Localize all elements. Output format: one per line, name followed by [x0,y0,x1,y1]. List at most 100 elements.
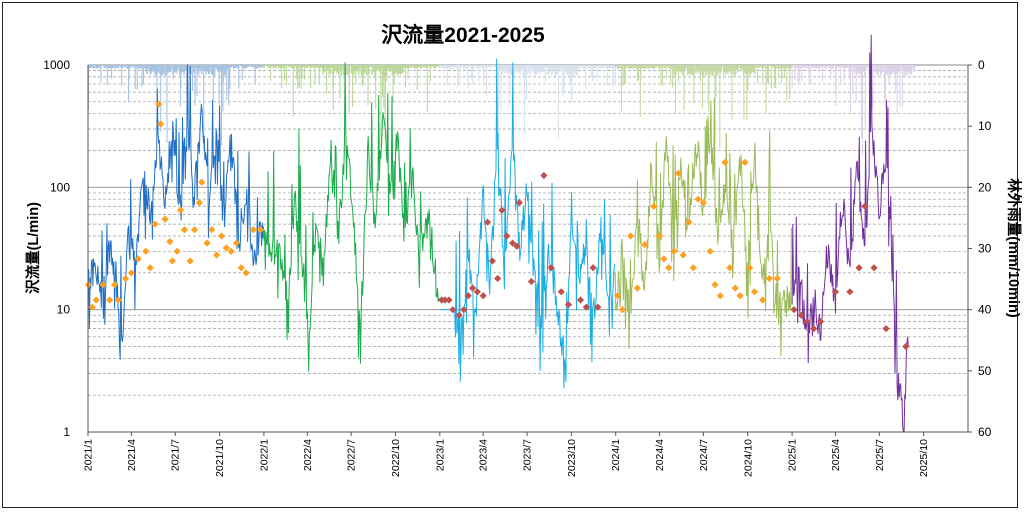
manual-point [746,264,754,272]
manual-point [711,281,719,289]
manual-point [468,284,477,292]
manual-point [157,120,165,128]
manual-point [674,169,682,177]
manual-point [855,264,863,272]
manual-point [614,292,622,300]
manual-point [249,226,257,234]
manual-point [547,264,555,272]
manual-point [726,264,734,272]
manual-point [527,277,535,286]
manual-point [685,218,693,226]
manual-point [861,202,869,210]
manual-point [473,288,481,296]
manual-point [121,274,130,283]
manual-point [494,274,502,283]
flow-line-2024 [615,97,792,357]
x-tick-label: 2023/1 [434,439,446,471]
x-tick-label: 2021/1 [83,439,95,471]
flow-line-2021 [87,64,264,360]
y-tick-right: 0 [978,58,985,72]
manual-point [540,171,548,180]
x-tick-label: 2025/10 [918,439,930,477]
manual-point [902,342,910,351]
manual-point [256,226,265,234]
manual-point [721,158,729,166]
manual-point [660,255,668,263]
manual-point [217,232,226,240]
y-tick-right: 50 [978,364,992,378]
y-tick-right: 60 [978,425,992,439]
manual-point [213,251,221,259]
x-tick-label: 2025/1 [787,439,799,471]
x-tick-label: 2021/10 [214,439,226,477]
rain-bars-2024 [615,65,793,149]
manual-point [445,296,453,304]
manual-point [790,306,798,314]
manual-point [195,199,203,207]
manual-point [699,199,708,207]
x-tick-label: 2023/10 [566,439,578,477]
manual-point [582,303,590,311]
manual-point [679,251,687,259]
manual-point [750,288,759,296]
manual-point [846,288,854,296]
manual-point [618,306,627,314]
manual-point [208,226,216,234]
manual-point [127,269,135,277]
manual-point [831,288,840,296]
manual-point [870,264,878,272]
manual-point [773,274,781,283]
manual-point [99,281,107,289]
manual-point [650,202,658,210]
x-tick-label: 2024/10 [742,439,754,477]
manual-point [168,257,176,265]
manual-point [151,220,159,228]
manual-point [716,292,724,300]
manual-point [655,232,664,240]
y-tick-right: 40 [978,303,992,317]
rain-bars-2022 [263,65,440,147]
y-tick-right: 20 [978,180,992,194]
manual-point [146,264,154,272]
y-axis-left-label: 沢流量(L/min) [24,202,42,294]
manual-measurements [84,100,910,351]
manual-point [232,239,241,247]
chart-title: 沢流量2021-2025 [381,23,545,47]
manual-point [641,241,649,249]
x-tick-label: 2023/7 [522,439,534,471]
manual-point [110,281,119,289]
axes: 1 10 100 1000 0 10 20 30 40 50 60 2021/1 2021/4 2021/… [43,58,991,477]
manual-point [180,226,188,234]
manual-point [198,178,206,186]
manual-point [106,296,114,304]
y-tick-left: 1 [63,425,70,439]
y-axis-right-label: 林外雨量(mm/10min) [1005,178,1023,318]
manual-point [88,303,96,311]
manual-point [741,158,749,166]
x-tick-label: 2021/7 [170,439,182,471]
rain-bars-2023 [439,65,616,139]
manual-point [455,311,463,319]
manual-point [508,239,517,247]
y-tick-left: 1000 [43,58,70,72]
manual-point [237,264,245,272]
x-tick-label: 2022/1 [258,439,270,471]
manual-point [689,264,697,272]
manual-point [134,255,142,263]
manual-point [186,257,194,265]
manual-point [797,311,805,319]
manual-point [557,288,565,296]
manual-point [464,292,472,300]
manual-point [190,226,199,234]
manual-point [173,247,181,255]
manual-point [222,244,230,252]
x-tick-label: 2022/7 [346,439,358,471]
manual-point [488,257,496,265]
manual-point [515,199,523,207]
x-tick-label: 2025/7 [874,439,886,471]
manual-point [142,247,150,255]
rain-bars-2025 [791,65,917,156]
manual-point [731,284,739,292]
manual-point [882,325,890,333]
flow-line-2022 [263,62,440,372]
